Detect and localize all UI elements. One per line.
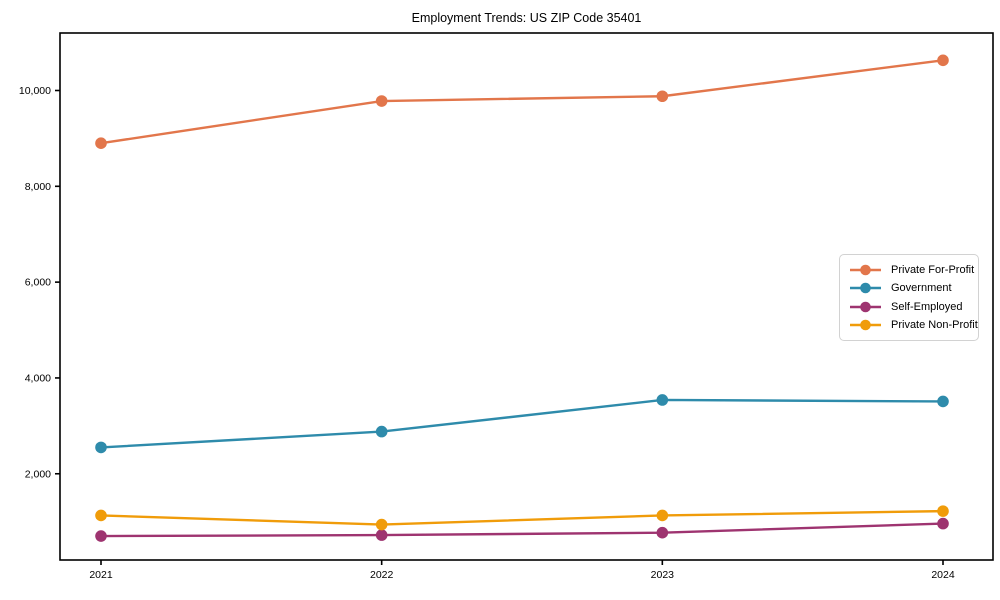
series-line-self-employed: [100, 522, 944, 538]
series-marker-government-2023: [656, 394, 669, 406]
legend: Private For-Profit Government Self-Employe…: [839, 254, 979, 341]
y-tick-label: 4,000: [25, 372, 51, 384]
series-marker-private-for-profit-2022: [375, 95, 388, 107]
legend-item-label: Self-Employed: [891, 300, 963, 313]
chart-title: Employment Trends: US ZIP Code 35401: [411, 11, 642, 25]
plot-border: [59, 32, 994, 561]
legend-line-marker-icon: [850, 282, 881, 294]
legend-item-private-for-profit: Private For-Profit: [849, 261, 974, 278]
legend-line-marker-icon: [850, 301, 881, 313]
legend-item-self-employed: Self-Employed: [849, 298, 970, 315]
x-tick-label: 2024: [931, 569, 955, 581]
x-tick-label: 2023: [651, 569, 675, 581]
legend-line-marker-icon: [850, 320, 881, 331]
series-marker-private-non-profit-2022: [375, 518, 388, 531]
series-line-government: [100, 398, 944, 449]
series-marker-private-non-profit-2024: [937, 505, 949, 517]
y-tick-label: 10,000: [19, 85, 51, 97]
series-marker-government-2024: [937, 395, 949, 408]
series-line-private-for-profit: [100, 59, 944, 145]
series-marker-self-employed-2023: [656, 526, 669, 539]
x-tick-label: 2022: [370, 569, 394, 581]
series-marker-government-2021: [95, 441, 107, 454]
series-marker-private-non-profit-2023: [656, 509, 669, 522]
series-line-private-non-profit: [100, 509, 944, 526]
series-marker-self-employed-2022: [375, 529, 388, 541]
series-marker-private-for-profit-2021: [95, 137, 107, 149]
series-marker-self-employed-2024: [937, 517, 949, 530]
series-marker-self-employed-2021: [95, 530, 107, 542]
legend-item-private-non-profit: Private Non-Profit: [849, 317, 978, 334]
series-marker-private-non-profit-2021: [95, 509, 107, 522]
legend-line-marker-icon: [850, 264, 881, 275]
x-tick-label: 2021: [89, 569, 113, 581]
y-tick-label: 2,000: [25, 468, 51, 480]
series-marker-government-2022: [375, 425, 388, 438]
legend-item-label: Private For-Profit: [891, 263, 975, 276]
y-tick-label: 6,000: [25, 277, 51, 289]
y-tick-label: 8,000: [25, 181, 51, 193]
series-marker-private-for-profit-2023: [656, 90, 669, 103]
legend-item-label: Private Non-Profit: [891, 319, 978, 332]
series-marker-private-for-profit-2024: [937, 54, 949, 67]
legend-item-label: Government: [891, 282, 952, 295]
legend-item-government: Government: [849, 280, 970, 297]
